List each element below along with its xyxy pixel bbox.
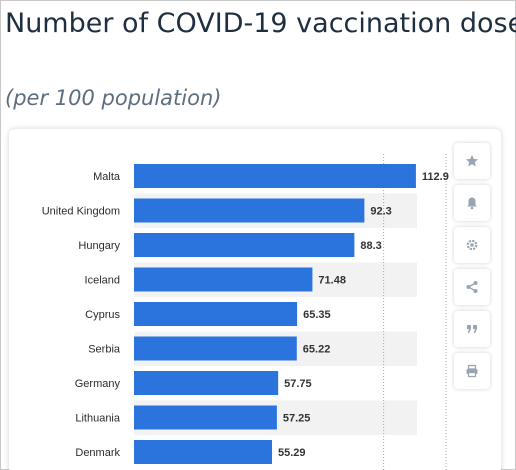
chart-card: Malta 112.95 United Kingdom 92.3 Hungary 88.3… <box>9 129 501 470</box>
print-button[interactable] <box>454 353 490 389</box>
chart-subtitle: (per 100 population) <box>5 86 222 110</box>
notification-button[interactable] <box>454 185 490 221</box>
category-label: Iceland <box>85 275 120 287</box>
value-label: 71.48 <box>318 275 346 287</box>
bar-germany <box>134 371 279 395</box>
bar-cyprus <box>134 302 298 326</box>
share-icon <box>466 281 478 293</box>
settings-button[interactable] <box>454 227 490 263</box>
bar-united-kingdom <box>134 198 365 223</box>
category-label: Hungary <box>78 240 120 252</box>
value-label: 65.22 <box>303 344 331 356</box>
category-label: Denmark <box>75 447 120 459</box>
star-icon <box>466 155 478 167</box>
share-button[interactable] <box>454 269 490 305</box>
category-label: Cyprus <box>85 309 120 321</box>
favorite-button[interactable] <box>454 143 490 179</box>
category-label: Germany <box>75 378 121 390</box>
bar-lithuania <box>134 405 277 430</box>
bar-iceland <box>134 267 313 292</box>
print-icon <box>466 364 478 378</box>
bell-icon <box>467 197 477 210</box>
value-label: 57.25 <box>283 413 311 425</box>
category-label: United Kingdom <box>42 206 120 218</box>
bar-serbia <box>134 336 297 361</box>
value-label: 92.3 <box>370 206 391 218</box>
bar-chart: Malta 112.95 United Kingdom 92.3 Hungary 88.3… <box>42 154 449 470</box>
chart-title: Number of COVID-19 vaccination doses Eur… <box>5 8 516 39</box>
category-label: Serbia <box>88 344 121 356</box>
bar-denmark <box>134 440 273 464</box>
value-label: 65.35 <box>303 309 331 321</box>
value-label: 55.29 <box>278 447 306 459</box>
value-label: 112.95 <box>422 171 449 183</box>
quote-icon <box>467 325 477 333</box>
cite-button[interactable] <box>454 311 490 347</box>
value-label: 57.75 <box>284 378 312 390</box>
category-label: Malta <box>93 171 121 183</box>
category-label: Lithuania <box>75 413 121 425</box>
gear-icon <box>466 239 478 251</box>
chart-toolbar <box>454 143 490 395</box>
bar-hungary <box>134 233 355 257</box>
bar-malta <box>134 164 416 188</box>
value-label: 88.3 <box>360 240 381 252</box>
